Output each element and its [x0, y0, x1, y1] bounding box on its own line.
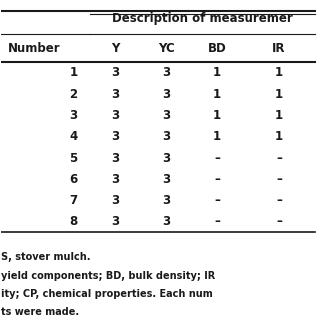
Text: –: – [214, 173, 220, 186]
Text: 3: 3 [112, 152, 120, 164]
Text: 3: 3 [112, 130, 120, 143]
Text: 2: 2 [69, 88, 77, 101]
Text: 6: 6 [69, 173, 77, 186]
Text: 3: 3 [162, 88, 171, 101]
Text: 3: 3 [112, 67, 120, 79]
Text: Description of measuremer: Description of measuremer [112, 12, 293, 25]
Text: 3: 3 [162, 173, 171, 186]
Text: 3: 3 [112, 194, 120, 207]
Text: 5: 5 [69, 152, 77, 164]
Text: 1: 1 [275, 130, 283, 143]
Text: 1: 1 [213, 109, 221, 122]
Text: 1: 1 [69, 67, 77, 79]
Text: yield components; BD, bulk density; IR: yield components; BD, bulk density; IR [1, 271, 216, 281]
Text: 1: 1 [275, 88, 283, 101]
Text: –: – [276, 194, 282, 207]
Text: 3: 3 [112, 109, 120, 122]
Text: –: – [214, 194, 220, 207]
Text: Y: Y [111, 42, 120, 55]
Text: YC: YC [158, 42, 175, 55]
Text: 8: 8 [69, 215, 77, 228]
Text: –: – [276, 173, 282, 186]
Text: 3: 3 [69, 109, 77, 122]
Text: 3: 3 [162, 194, 171, 207]
Text: ts were made.: ts were made. [1, 307, 79, 317]
Text: 3: 3 [162, 67, 171, 79]
Text: 3: 3 [162, 215, 171, 228]
Text: 4: 4 [69, 130, 77, 143]
Text: –: – [276, 152, 282, 164]
Text: IR: IR [272, 42, 286, 55]
Text: –: – [214, 152, 220, 164]
Text: 7: 7 [69, 194, 77, 207]
Text: 1: 1 [213, 67, 221, 79]
Text: –: – [214, 215, 220, 228]
Text: 3: 3 [162, 109, 171, 122]
Text: 1: 1 [213, 130, 221, 143]
Text: 3: 3 [162, 130, 171, 143]
Text: 3: 3 [112, 88, 120, 101]
Text: 1: 1 [213, 88, 221, 101]
Text: 3: 3 [112, 173, 120, 186]
Text: Number: Number [8, 42, 60, 55]
Text: 1: 1 [275, 109, 283, 122]
Text: BD: BD [208, 42, 227, 55]
Text: 1: 1 [275, 67, 283, 79]
Text: –: – [276, 215, 282, 228]
Text: 3: 3 [162, 152, 171, 164]
Text: S, stover mulch.: S, stover mulch. [1, 252, 91, 262]
Text: 3: 3 [112, 215, 120, 228]
Text: ity; CP, chemical properties. Each num: ity; CP, chemical properties. Each num [1, 289, 213, 299]
